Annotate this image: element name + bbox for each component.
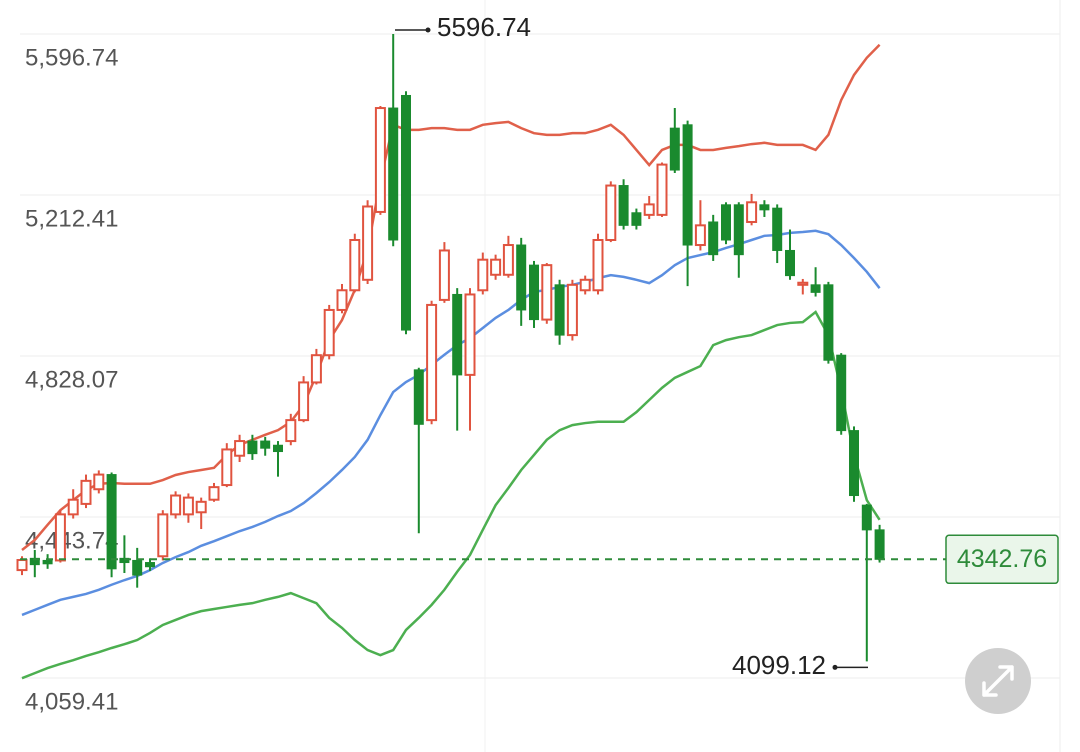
candle-body — [631, 212, 642, 226]
candle-body — [541, 264, 553, 321]
candle-body — [234, 440, 246, 457]
candle-body — [298, 381, 310, 422]
candle-body — [413, 369, 424, 425]
candle-body — [669, 127, 680, 171]
candle-body — [849, 430, 859, 497]
y-tick-label: 5,596.74 — [25, 44, 118, 71]
candle-body — [554, 284, 565, 336]
candle-body — [182, 496, 194, 516]
candle-body — [592, 239, 604, 292]
candle-body — [759, 204, 770, 211]
candle-body — [733, 204, 744, 256]
candle-body — [579, 278, 591, 292]
band-line — [21, 229, 881, 617]
candle-body — [656, 163, 668, 216]
candle-body — [273, 444, 283, 453]
y-tick-label: 4,443.74 — [25, 527, 118, 554]
candle-body — [426, 303, 438, 422]
candle-body — [874, 529, 885, 560]
candle-body — [618, 185, 629, 226]
candle-body — [93, 473, 105, 491]
candle-body — [285, 419, 297, 443]
candle-body — [438, 249, 450, 301]
low-label: 4099.12 — [732, 650, 826, 680]
candle-body — [605, 184, 617, 241]
candle-body — [810, 284, 821, 293]
candle-body — [208, 486, 220, 501]
candle-body — [464, 293, 476, 376]
candle-body — [823, 284, 834, 361]
candle-body — [401, 94, 411, 331]
candle-body — [310, 354, 322, 384]
last-price-tag — [945, 534, 1059, 585]
candle-body — [721, 204, 731, 241]
candle-body — [323, 308, 335, 357]
candle-body — [106, 474, 117, 570]
candle-body — [861, 504, 872, 531]
candle-body — [80, 479, 92, 505]
candle-body — [708, 221, 719, 256]
candle-body — [836, 354, 847, 432]
expand-icon[interactable] — [982, 665, 1014, 697]
candle-body — [566, 283, 578, 337]
candle-body — [195, 500, 207, 514]
candle-body — [477, 258, 489, 292]
last-price-label: 4342.76 — [957, 545, 1047, 573]
candle-body — [746, 201, 758, 223]
y-tick-label: 5,212.41 — [25, 205, 118, 232]
candle-body — [157, 513, 169, 558]
candle-body — [349, 239, 361, 292]
candle-body — [336, 289, 348, 311]
candle-body — [170, 494, 182, 516]
candle-body — [362, 205, 374, 281]
candle-body — [247, 440, 258, 455]
band-line — [21, 43, 881, 551]
high-label: 5596.74 — [437, 12, 531, 42]
candle-body — [682, 124, 693, 246]
candle-body — [516, 244, 527, 311]
candle-body — [529, 264, 539, 321]
candle-body — [16, 559, 28, 572]
high-dot — [425, 27, 431, 33]
candle-body — [388, 107, 399, 241]
candle-body — [785, 249, 795, 277]
candle-body — [452, 293, 463, 376]
candle-body — [260, 440, 271, 449]
candle-body — [374, 107, 386, 213]
candle-body — [797, 281, 809, 286]
candle-body — [772, 207, 783, 251]
expand-button[interactable] — [965, 648, 1031, 714]
band-line — [21, 310, 881, 680]
y-tick-label: 4,828.07 — [25, 366, 118, 393]
candle-body — [502, 244, 514, 276]
candle-body — [67, 498, 79, 516]
candle-body — [490, 258, 502, 276]
y-tick-label: 4,059.41 — [25, 688, 118, 715]
candle-body — [42, 559, 53, 565]
candle-body — [54, 513, 66, 562]
low-dot — [832, 664, 838, 670]
candle-body — [643, 203, 655, 216]
candle-body — [221, 448, 233, 487]
candle-body — [694, 224, 706, 247]
candle-body — [145, 562, 155, 568]
candle-body — [132, 559, 143, 576]
